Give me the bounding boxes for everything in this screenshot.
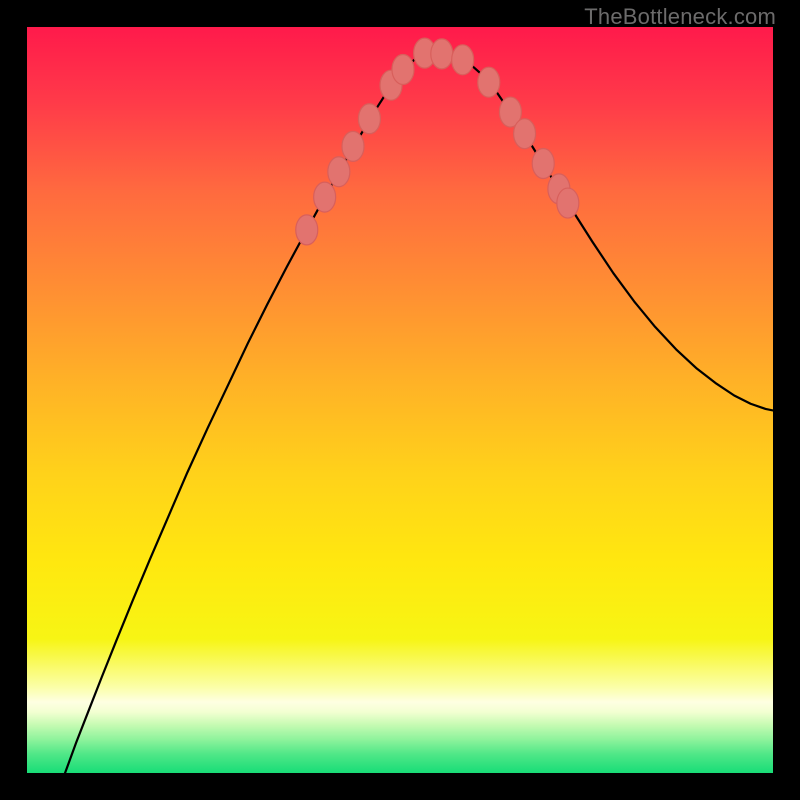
marker-point: [452, 45, 474, 75]
marker-point: [314, 182, 336, 212]
marker-point: [358, 104, 380, 134]
marker-point: [532, 149, 554, 179]
plot-area: [27, 27, 773, 773]
marker-point: [514, 119, 536, 149]
marker-point: [557, 188, 579, 218]
marker-point: [431, 39, 453, 69]
watermark-text: TheBottleneck.com: [584, 4, 776, 30]
chart-svg: [27, 27, 773, 773]
marker-point: [296, 215, 318, 245]
marker-point: [392, 55, 414, 85]
marker-point: [328, 157, 350, 187]
gradient-background: [27, 27, 773, 773]
marker-point: [478, 67, 500, 97]
marker-point: [342, 131, 364, 161]
